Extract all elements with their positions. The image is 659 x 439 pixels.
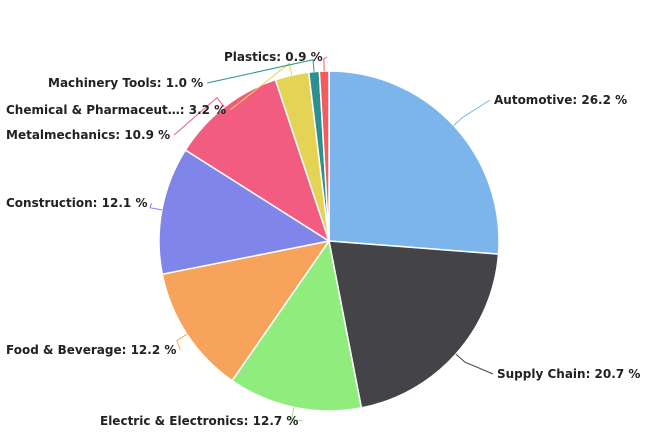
pie-slice-supply-chain[interactable]: [328, 240, 500, 409]
data-label-automotive: Automotive: 26.2 %: [494, 93, 627, 107]
data-label-metalmechanics: Metalmechanics: 10.9 %: [6, 128, 170, 142]
pie-slice-metalmechanics[interactable]: [184, 78, 330, 242]
data-label-machinery-tools: Machinery Tools: 1.0 %: [48, 76, 203, 90]
data-label-construction: Construction: 12.1 %: [6, 196, 147, 210]
connector-electric-electronics: [290, 407, 303, 422]
pie-slice-electric-electronics[interactable]: [231, 240, 363, 412]
data-label-plastics: Plastics: 0.9 %: [224, 50, 323, 64]
data-label-chemical-pharmaceut: Chemical & Pharmaceut…: 3.2 %: [6, 103, 226, 117]
data-label-electric-electronics: Electric & Electronics: 12.7 %: [100, 414, 298, 428]
connector-supply-chain: [455, 353, 494, 375]
data-label-food-beverage: Food & Beverage: 12.2 %: [6, 343, 176, 357]
pie-slice-food-beverage[interactable]: [161, 240, 330, 382]
connector-plastics: [323, 56, 327, 72]
label-connectors: [149, 56, 494, 422]
data-labels: Automotive: 26.2 % Supply Chain: 20.7 % El…: [6, 50, 640, 428]
data-label-supply-chain: Supply Chain: 20.7 %: [497, 367, 640, 381]
connector-metalmechanics: [173, 96, 225, 136]
pie-slice-automotive[interactable]: [328, 70, 500, 255]
connector-automotive: [453, 99, 491, 126]
connector-chemical-pharmaceut: [229, 62, 293, 111]
connector-construction: [149, 202, 162, 211]
connector-machinery-tools: [207, 59, 315, 84]
pie-slices: [158, 70, 500, 412]
connector-food-beverage: [176, 333, 188, 351]
